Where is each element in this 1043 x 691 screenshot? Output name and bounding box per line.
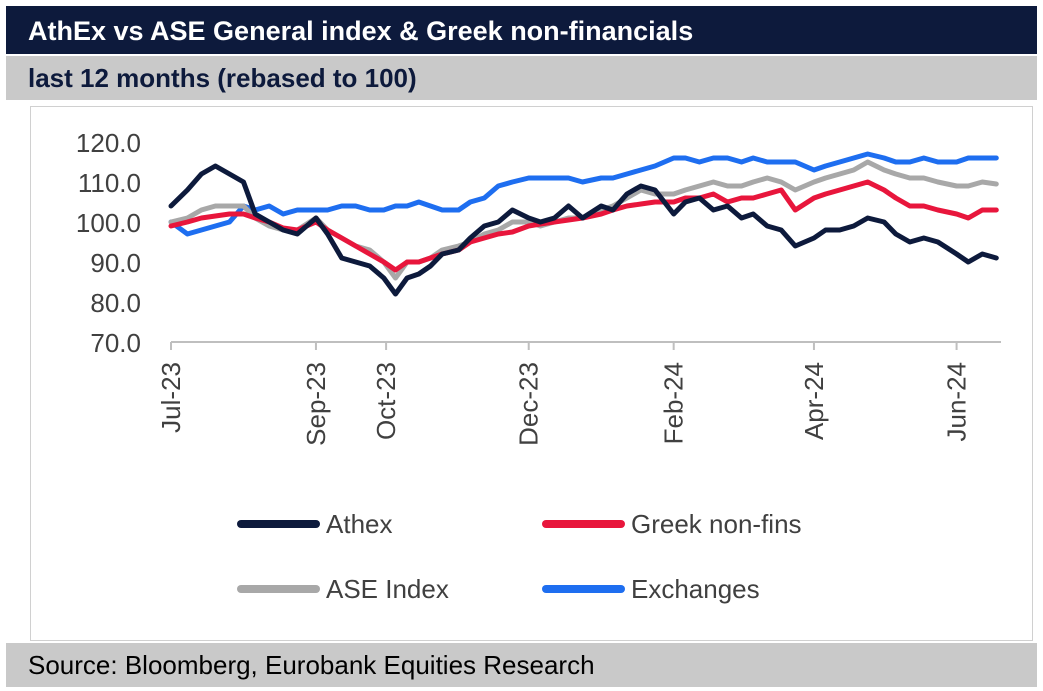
y-tick-label: 110.0 [78,168,141,198]
y-tick-label: 100.0 [76,208,141,238]
series-line-greek-non-fins [168,179,999,273]
legend-label-exchanges: Exchanges [631,574,760,604]
legend-label-athex: Athex [326,509,393,539]
y-tick-label: 80.0 [90,288,141,318]
legend-label-greek-non-fins: Greek non-fins [631,509,802,539]
y-tick-label: 90.0 [90,248,141,278]
x-tick-label: Jun-24 [942,362,972,442]
y-axis: 120.0 110.0 100.0 90.0 80.0 70.0 [76,128,141,358]
x-tick-label: Sep-23 [301,362,331,446]
series-line-exchanges [168,151,999,237]
line-chart: 120.0 110.0 100.0 90.0 80.0 70.0 Jul-23 Sep-23… [76,128,1001,604]
title-bar: AthEx vs ASE General index & Greek non-f… [6,6,1037,54]
x-tick-label: Oct-23 [371,362,401,440]
y-tick-label: 120.0 [76,128,141,158]
chart-title: AthEx vs ASE General index & Greek non-f… [28,16,694,46]
subtitle-bar: last 12 months (rebased to 100) [6,56,1037,100]
x-tick-label: Apr-24 [799,362,829,440]
legend: Athex Greek non-fins ASE Index Exchanges [237,509,802,604]
x-tick-label: Feb-24 [659,362,689,444]
x-axis: Jul-23 Sep-23 Oct-23 Dec-23 Feb-24 Apr-24 Jun-… [156,341,1001,446]
x-tick-label: Dec-23 [514,362,544,446]
source-note: Source: Bloomberg, Eurobank Equities Res… [28,650,595,680]
y-tick-label: 70.0 [90,328,141,358]
source-bar: Source: Bloomberg, Eurobank Equities Res… [6,643,1037,687]
legend-label-ase-index: ASE Index [326,574,449,604]
x-tick-label: Jul-23 [156,362,186,433]
plot-series [168,151,999,297]
chart-subtitle: last 12 months (rebased to 100) [28,63,417,93]
chart-frame: 120.0 110.0 100.0 90.0 80.0 70.0 Jul-23 Sep-23… [30,106,1033,641]
series-line-athex [168,163,999,297]
